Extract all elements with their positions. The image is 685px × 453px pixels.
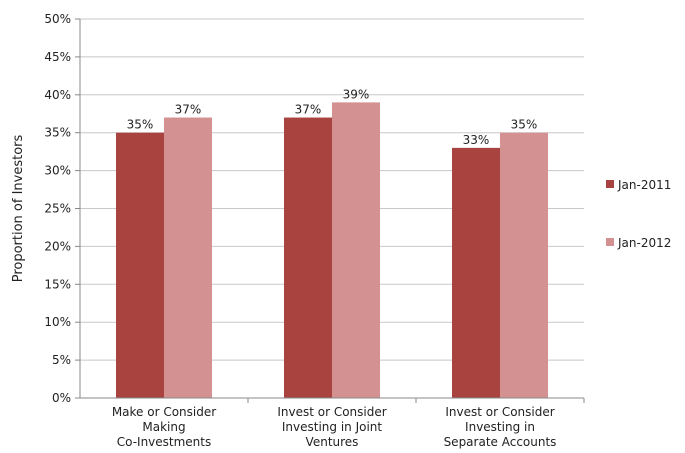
category-label-line: Separate Accounts (444, 435, 557, 449)
legend-swatch (606, 238, 614, 246)
category-label: Invest or Consider Investing in Separate A… (444, 405, 557, 449)
data-label: 35% (511, 118, 538, 132)
legend-label: Jan-2012 (617, 236, 671, 250)
category-label-line: Ventures (306, 435, 359, 449)
category-label-line: Investing in Joint (282, 420, 383, 434)
bar (164, 117, 212, 398)
legend-swatch (606, 180, 614, 188)
bars (116, 102, 548, 398)
category-label-line: Investing in (465, 420, 535, 434)
y-tick-label: 50% (44, 12, 71, 26)
category-label-line: Co-Investments (117, 435, 212, 449)
bar (452, 147, 500, 398)
bar (332, 102, 380, 398)
y-tick-label: 10% (44, 315, 71, 329)
legend: Jan-2011 Jan-2012 (606, 178, 671, 250)
data-label: 35% (127, 118, 154, 132)
category-label-line: Invest or Consider (277, 405, 386, 419)
y-tick-label: 15% (44, 277, 71, 291)
data-label: 37% (295, 103, 322, 117)
y-tick-label: 25% (44, 202, 71, 216)
x-axis-labels: Make or Consider Making Co-Investments Inve… (112, 398, 585, 449)
category-label-line: Make or Consider (112, 405, 216, 419)
y-tick-label: 45% (44, 50, 71, 64)
data-labels: 35% 37% 37% 39% 33% 35% (127, 87, 538, 146)
y-tick-label: 35% (44, 126, 71, 140)
legend-label: Jan-2011 (617, 178, 671, 192)
y-tick-label: 0% (52, 391, 71, 405)
y-tick-label: 40% (44, 88, 71, 102)
y-tick-label: 5% (52, 353, 71, 367)
bar (500, 132, 548, 398)
data-label: 33% (463, 133, 490, 147)
bar (284, 117, 332, 398)
category-label: Invest or Consider Investing in Joint Vent… (277, 405, 386, 449)
category-label: Make or Consider Making Co-Investments (112, 405, 216, 449)
category-label-line: Making (142, 420, 185, 434)
y-tick-label: 30% (44, 164, 71, 178)
data-label: 37% (175, 103, 202, 117)
category-label-line: Invest or Consider (445, 405, 554, 419)
y-axis-title: Proportion of Investors (11, 134, 26, 282)
y-axis-ticks: 0% 5% 10% 15% 20% 25% 30% 35% 40% 45% 50% (44, 12, 80, 405)
bar (116, 132, 164, 398)
data-label: 39% (343, 87, 370, 101)
y-tick-label: 20% (44, 239, 71, 253)
